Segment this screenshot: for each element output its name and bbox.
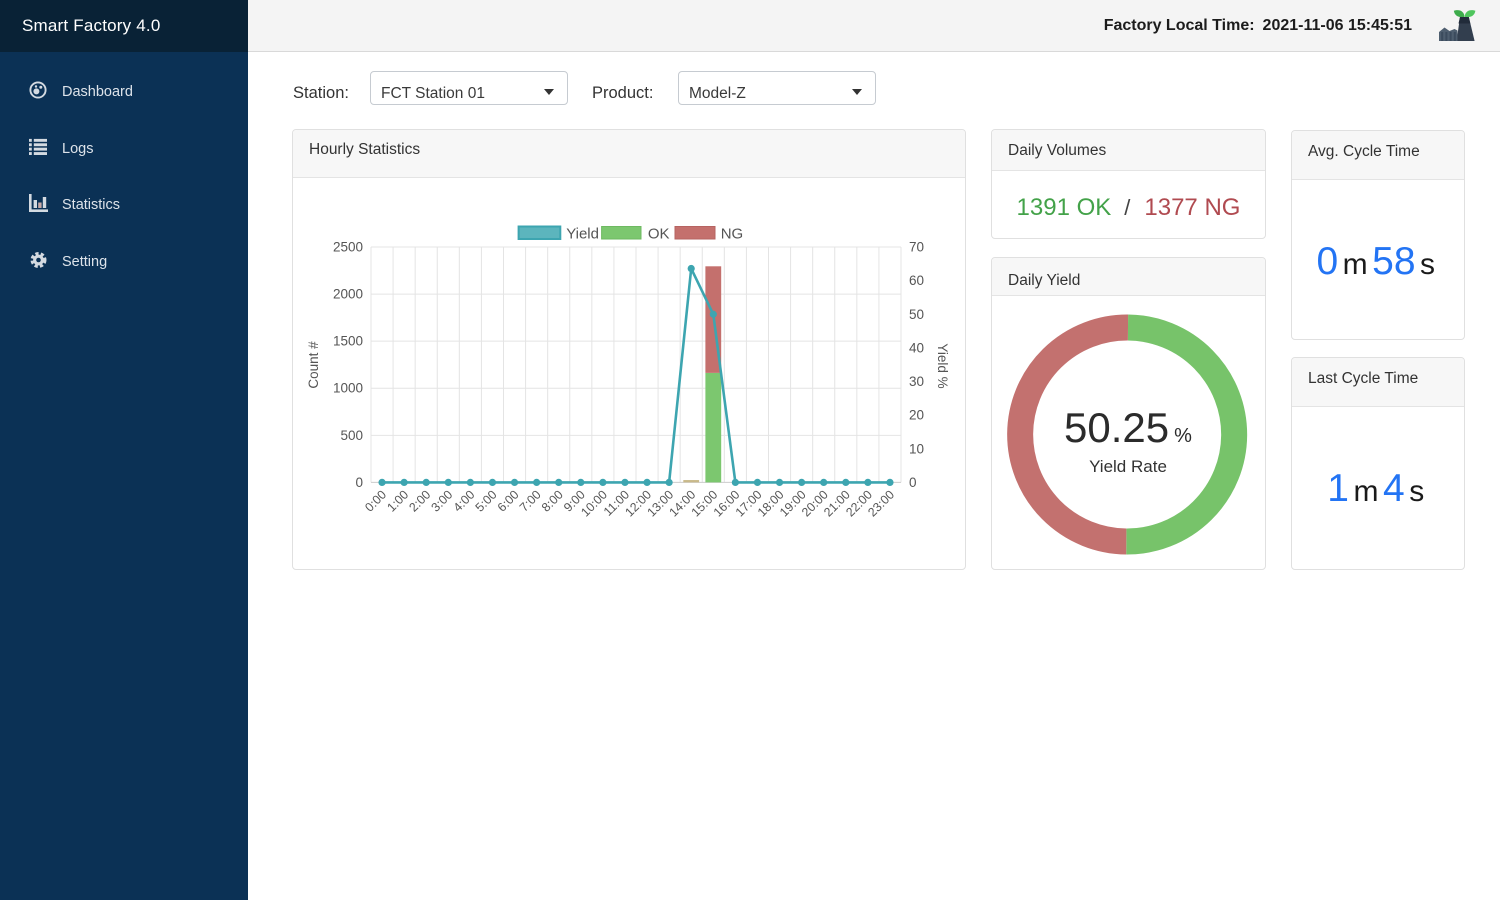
svg-text:6:00: 6:00	[495, 488, 522, 515]
svg-text:1500: 1500	[333, 334, 363, 349]
svg-text:500: 500	[340, 428, 363, 443]
svg-text:OK: OK	[648, 226, 670, 243]
svg-text:50.25%: 50.25%	[1064, 404, 1192, 451]
svg-text:20: 20	[909, 408, 924, 423]
svg-text:60: 60	[909, 273, 924, 288]
svg-text:23:00: 23:00	[865, 488, 897, 520]
svg-text:2500: 2500	[333, 240, 363, 255]
svg-text:3:00: 3:00	[428, 488, 455, 515]
svg-text:NG: NG	[721, 226, 744, 243]
svg-text:0: 0	[909, 475, 917, 490]
svg-text:8:00: 8:00	[539, 488, 566, 515]
svg-text:0: 0	[355, 475, 363, 490]
svg-text:40: 40	[909, 340, 924, 355]
svg-text:1000: 1000	[333, 381, 363, 396]
svg-text:4:00: 4:00	[451, 488, 478, 515]
svg-text:1:00: 1:00	[384, 488, 411, 515]
svg-text:Count #: Count #	[306, 341, 321, 389]
svg-text:2:00: 2:00	[406, 488, 433, 515]
svg-text:7:00: 7:00	[517, 488, 544, 515]
svg-text:0:00: 0:00	[362, 488, 389, 515]
svg-text:Yield: Yield	[566, 226, 599, 243]
svg-text:Yield %: Yield %	[935, 343, 950, 388]
svg-text:70: 70	[909, 240, 924, 255]
svg-text:Yield Rate: Yield Rate	[1089, 457, 1167, 476]
svg-text:50: 50	[909, 307, 924, 322]
svg-text:5:00: 5:00	[473, 488, 500, 515]
svg-text:10: 10	[909, 441, 924, 456]
svg-text:30: 30	[909, 374, 924, 389]
svg-text:2000: 2000	[333, 287, 363, 302]
